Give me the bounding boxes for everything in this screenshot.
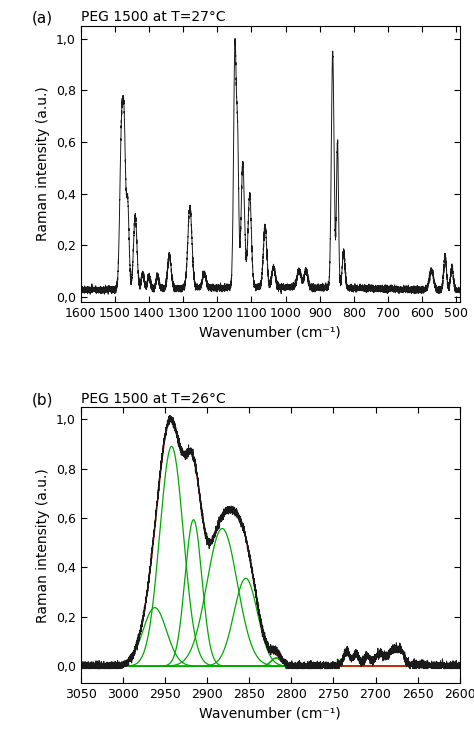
Text: PEG 1500 at T=26°C: PEG 1500 at T=26°C — [81, 392, 225, 406]
Y-axis label: Raman intensity (a.u.): Raman intensity (a.u.) — [36, 86, 50, 241]
Text: (a): (a) — [31, 11, 53, 26]
Y-axis label: Raman intensity (a.u.): Raman intensity (a.u.) — [36, 468, 50, 623]
Text: PEG 1500 at T=27°C: PEG 1500 at T=27°C — [81, 10, 225, 24]
X-axis label: Wavenumber (cm⁻¹): Wavenumber (cm⁻¹) — [199, 325, 341, 339]
Text: (b): (b) — [31, 393, 53, 407]
X-axis label: Wavenumber (cm⁻¹): Wavenumber (cm⁻¹) — [199, 707, 341, 721]
